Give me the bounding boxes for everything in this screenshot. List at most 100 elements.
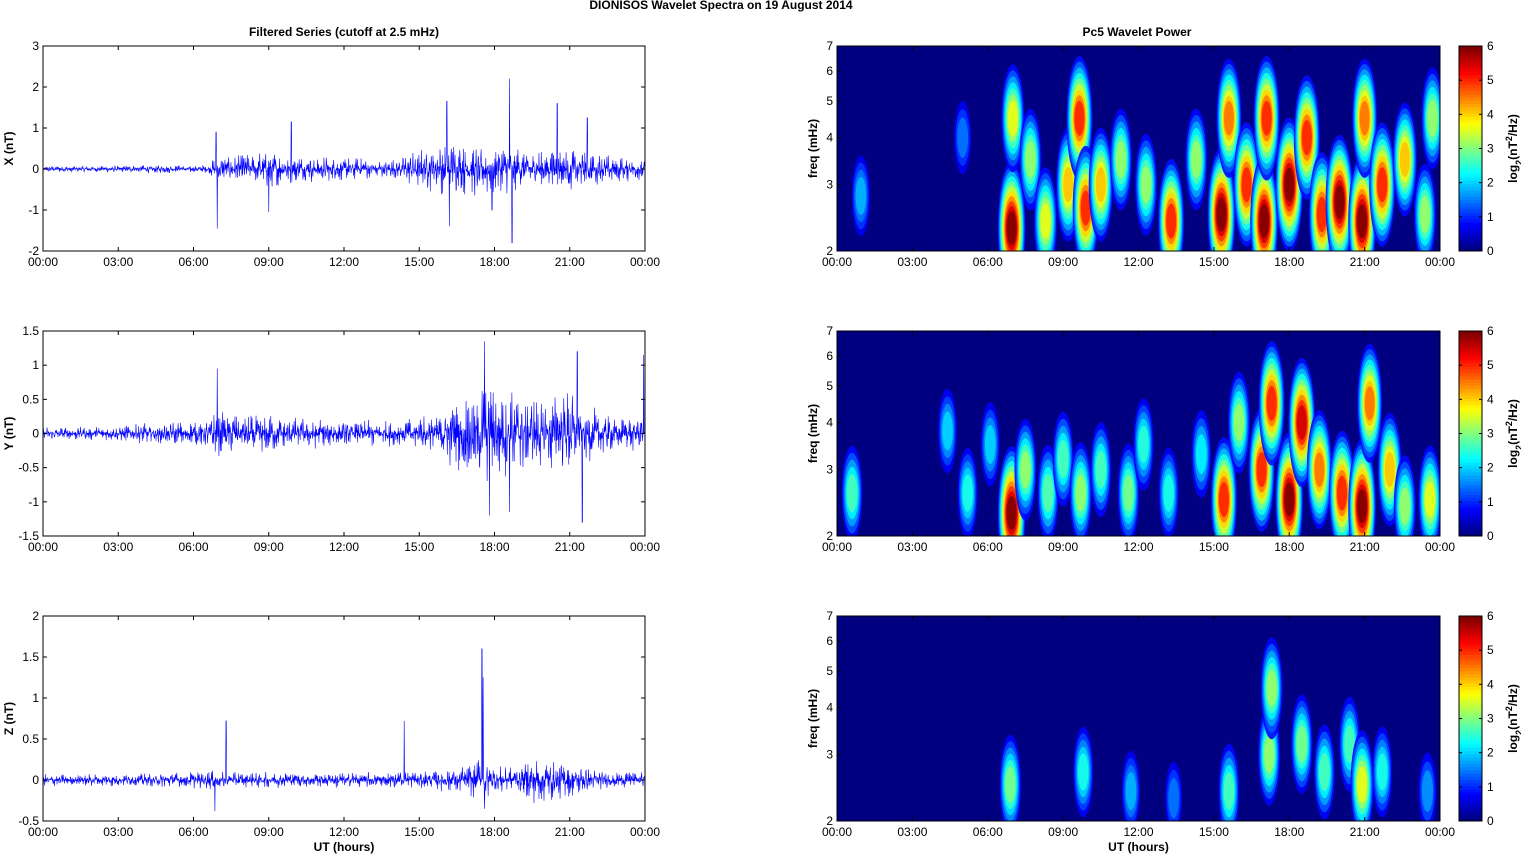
series-panel-y: 1.510.50-0.5-1-1.500:00 03:00 06:00 09:00 12… [2, 324, 660, 554]
heatmap-event-12 [1418, 752, 1437, 821]
y-tick-label-3: 4 [826, 701, 833, 715]
colorbar-tick-label-4: 2 [1487, 746, 1494, 760]
y-tick-label-5: -2 [28, 244, 39, 258]
x-tick-label-3: 09:00 [254, 540, 284, 554]
x-tick-label-4: 12:00 [1123, 255, 1153, 269]
heatmap-event-22 [1348, 439, 1377, 536]
x-tick-label-0: 00:00 [822, 540, 852, 554]
heatmap-event-7 [1052, 411, 1074, 507]
y-tick-label-4: -0.5 [18, 461, 39, 475]
x-tick-label-3: 09:00 [1048, 825, 1078, 839]
colorbar: 6 5 4 3 2 1 0 log2(nT2/Hz) [1458, 324, 1521, 543]
x-tick-label-8: 00:00 [630, 825, 660, 839]
series-line [42, 78, 646, 244]
heatmap-event-2 [997, 161, 1026, 251]
heatmap-event-7 [1291, 694, 1313, 794]
heatmap-event-11 [1372, 726, 1393, 818]
heatmap-event-1 [938, 388, 957, 474]
heatmap-event-5 [1014, 418, 1037, 521]
y-tick-label-1: 6 [826, 349, 833, 363]
heatmap-event-14 [1207, 147, 1236, 251]
x-tick-label-0: 00:00 [28, 255, 58, 269]
x-tick-label-6: 18:00 [1274, 540, 1304, 554]
y-tick-label-6: -1.5 [18, 529, 39, 543]
y-tick-label-2: 5 [826, 664, 833, 678]
x-tick-label-3: 09:00 [254, 255, 284, 269]
heatmap-event-23 [1357, 343, 1383, 463]
series-panel-z: 21.510.50-0.500:00 03:00 06:00 09:00 12:00 15… [2, 609, 660, 854]
heatmap-event-10 [1350, 730, 1374, 821]
x-tick-label-6: 18:00 [479, 255, 509, 269]
x-tick-label-2: 06:00 [973, 540, 1003, 554]
x-tick-label-1: 03:00 [103, 540, 133, 554]
x-tick-label-4: 12:00 [329, 540, 359, 554]
y-tick-label-2: 1 [32, 691, 39, 705]
heatmap-event-23 [1348, 154, 1377, 251]
x-tick-label-2: 06:00 [178, 540, 208, 554]
colorbar-tick-label-3: 3 [1487, 712, 1494, 726]
series-line [42, 341, 646, 523]
heatmap-event-20 [1306, 410, 1332, 530]
colorbar-tick-label-5: 1 [1487, 495, 1494, 509]
y-tick-label-4: 3 [826, 463, 833, 477]
x-tick-label-1: 03:00 [897, 825, 927, 839]
heatmap-event-12 [1158, 158, 1185, 251]
y-tick-label-5: 2 [826, 529, 833, 543]
y-tick-label-2: 0.5 [22, 392, 39, 406]
series-line [42, 648, 646, 813]
y-tick-label-0: 7 [826, 39, 833, 53]
colorbar: 6 5 4 3 2 1 0 log2(nT2/Hz) [1458, 39, 1521, 258]
heatmap-event-4 [997, 446, 1026, 536]
heatmap-event-25 [1369, 122, 1396, 247]
x-tick-label-7: 21:00 [555, 825, 585, 839]
colorbar-tick-label-3: 3 [1487, 427, 1494, 441]
heatmap-event-4 [1218, 743, 1240, 821]
heatmap-event-13 [1191, 410, 1212, 498]
x-tick-label-2: 06:00 [973, 825, 1003, 839]
heatmap-event-24 [1352, 58, 1378, 178]
heatmap-event-4 [1019, 108, 1042, 211]
y-tick-label-5: -0.5 [18, 814, 39, 828]
heatmap-blobs [851, 56, 1440, 251]
plot-area [43, 616, 645, 821]
x-tick-label-1: 03:00 [897, 540, 927, 554]
y-axis-label: freq (mHz) [806, 689, 820, 748]
heatmap-event-22 [1325, 134, 1354, 251]
x-tick-label-4: 12:00 [329, 825, 359, 839]
y-tick-label-0: 7 [826, 609, 833, 623]
x-tick-label-0: 00:00 [822, 825, 852, 839]
colorbar-tick-label-0: 6 [1487, 609, 1494, 623]
heatmap-event-28 [1421, 67, 1440, 170]
heatmap-event-27 [1413, 163, 1436, 251]
x-tick-label-8: 00:00 [1425, 255, 1455, 269]
x-axis-label: UT (hours) [314, 840, 375, 854]
y-axis-label: X (nT) [2, 132, 16, 166]
y-tick-label-5: 2 [826, 814, 833, 828]
y-tick-label-1: 6 [826, 634, 833, 648]
y-tick-label-4: -1 [28, 203, 39, 217]
colorbar-tick-label-6: 0 [1487, 244, 1494, 258]
heatmap-event-13 [1185, 108, 1208, 211]
heatmap-event-18 [1253, 56, 1280, 181]
colorbar-label: log2(nT2/Hz) [1504, 684, 1521, 753]
x-tick-label-1: 03:00 [103, 825, 133, 839]
y-tick-label-4: 3 [826, 748, 833, 762]
heatmap-event-5 [1258, 703, 1281, 806]
y-axis-label: Y (nT) [2, 417, 16, 451]
x-tick-label-5: 15:00 [1199, 540, 1229, 554]
heatmap-event-25 [1393, 455, 1416, 536]
y-tick-label-2: 5 [826, 379, 833, 393]
y-tick-label-3: 4 [826, 416, 833, 430]
y-tick-label-3: 0.5 [22, 732, 39, 746]
x-tick-label-3: 09:00 [254, 825, 284, 839]
colorbar: 6 5 4 3 2 1 0 log2(nT2/Hz) [1458, 609, 1521, 828]
colorbar-label: log2(nT2/Hz) [1504, 114, 1521, 183]
heatmap-event-21 [1328, 430, 1356, 536]
heatmap-event-20 [1293, 75, 1320, 200]
y-tick-label-3: 0 [32, 162, 39, 176]
x-tick-label-5: 15:00 [404, 825, 434, 839]
x-tick-label-7: 21:00 [1350, 825, 1380, 839]
